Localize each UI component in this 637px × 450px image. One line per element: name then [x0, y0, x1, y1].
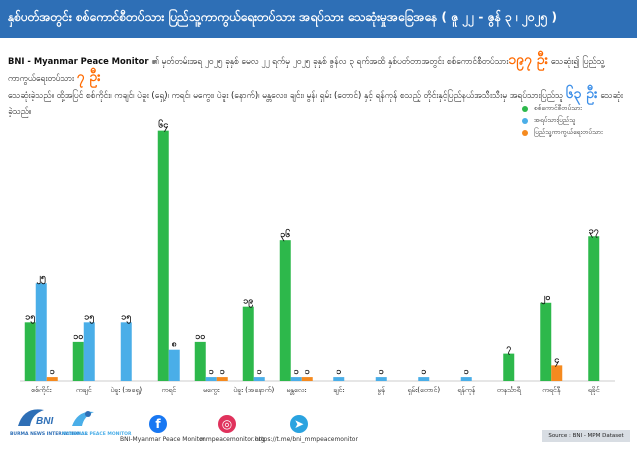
legend-item-pdf: ပြည်သူ့ကာကွယ်ရေးတပ်သား — [522, 127, 603, 139]
data-label-military-0: ၁၅ — [25, 312, 35, 324]
bar-civilian-9 — [418, 377, 430, 381]
legend-item-civilian: အရပ်သားပြည်သူ — [522, 115, 603, 127]
bar-civilian-0 — [35, 283, 47, 381]
legend-label-civilian: အရပ်သားပြည်သူ — [534, 116, 576, 124]
bar-military-0 — [24, 322, 36, 381]
data-label-civilian-2: ၁၅ — [121, 312, 131, 324]
bar-military-4 — [194, 341, 206, 381]
x-tick-label-4: မကွေး — [203, 386, 220, 395]
x-tick-label-1: ကချင် — [76, 386, 92, 395]
intro-part4: သေဆုံးခဲ့သည်။ ထို့အပြင် စစ်ကိုင်း၊ ကချင်… — [8, 90, 566, 100]
bar-pdf-12 — [551, 365, 563, 381]
data-label-civilian-5: ၁ — [257, 367, 262, 377]
x-tick-label-7: ချင်း — [333, 386, 344, 395]
data-label-military-3: ၆၄ — [158, 120, 168, 133]
telegram-icon[interactable]: ➤ — [290, 415, 308, 433]
chart-legend: စစ်ကောင်စီတပ်သား အရပ်သားပြည်သူ ပြည်သူ့ကာ… — [522, 103, 603, 139]
x-tick-label-0: စစ်ကိုင်း — [31, 386, 52, 395]
x-tick-label-6: မန္တလေး — [286, 386, 306, 395]
bar-military-1 — [72, 341, 84, 381]
bar-civilian-2 — [120, 322, 132, 381]
bni-logo-icon: BNI — [18, 409, 53, 427]
data-label-civilian-6: ၁ — [294, 367, 299, 377]
data-label-pdf-4: ၁ — [220, 367, 225, 377]
bar-civilian-8 — [375, 377, 387, 381]
mpm-logo-icon — [72, 411, 94, 426]
intro-part5: သေဆုံးခဲ့သည်။ — [8, 90, 623, 116]
intro-text: BNI - Myanmar Peace Monitor ၏ မှတ်တမ်းအရ… — [8, 52, 626, 119]
bar-civilian-7 — [333, 377, 345, 381]
facebook-label[interactable]: BNI-Myanmar Peace Monitor — [120, 436, 206, 443]
data-label-pdf-6: ၁ — [305, 367, 310, 377]
data-label-military-4: ၁၀ — [195, 332, 205, 342]
data-label-military-11: ၇ — [506, 344, 511, 356]
x-tick-label-11: တနင်္သာရီ — [497, 386, 522, 395]
bar-civilian-1 — [83, 322, 95, 381]
facebook-icon[interactable]: f — [149, 415, 167, 433]
data-label-civilian-7: ၁ — [336, 367, 341, 377]
bar-civilian-4 — [205, 377, 217, 381]
data-label-civilian-9: ၁ — [421, 367, 426, 377]
intro-part2: ၏ မှတ်တမ်းအရ ၂၀၂၅ ခုနှစ် မေလ ၂၂ ရက်မှ ၂၀… — [151, 56, 509, 66]
bni-logo-text: BURMA NEWS INTERNATIONAL — [10, 432, 88, 437]
bar-civilian-6 — [290, 377, 302, 381]
bar-civilian-5 — [253, 377, 265, 381]
data-label-civilian-0: ၂၅ — [37, 273, 46, 285]
civilian-total: ၆၃ ဦး — [565, 86, 598, 102]
x-tick-label-12: ကရင်နီ — [542, 386, 561, 395]
military-total: ၁၉၇ ဦး — [508, 52, 549, 68]
title-bar: နှစ်ပတ်အတွင်း စစ်ကောင်စီတပ်သား ပြည်သူ့ကာ… — [0, 0, 637, 38]
legend-item-military: စစ်ကောင်စီတပ်သား — [522, 103, 603, 115]
footer: BNI BURMA NEWS INTERNATIONAL MYANMAR PEA… — [0, 398, 637, 450]
intro-source: BNI - Myanmar Peace Monitor — [8, 56, 152, 66]
website-icon[interactable]: ◎ — [218, 415, 236, 433]
x-tick-label-13: ရခိုင် — [588, 386, 601, 395]
data-label-civilian-1: ၁၅ — [84, 312, 94, 324]
bar-military-5 — [242, 306, 254, 381]
bar-civilian-10 — [460, 377, 472, 381]
svg-text:BNI: BNI — [36, 416, 53, 427]
bar-military-6 — [279, 240, 291, 381]
data-label-pdf-0: ၁ — [50, 367, 55, 377]
pdf-total: ၇ ဦး — [76, 69, 101, 85]
data-label-pdf-12: ၄ — [554, 355, 559, 367]
legend-swatch-military — [522, 106, 528, 112]
website-label[interactable]: mmpeacemonitor.org — [200, 436, 265, 443]
x-tick-label-2: ပဲခူး (အရှေ့) — [110, 386, 142, 395]
bar-military-3 — [157, 130, 169, 381]
legend-label-military: စစ်ကောင်စီတပ်သား — [534, 104, 582, 112]
data-label-military-5: ၁၉ — [243, 297, 253, 309]
source-box: Source : BNI - MPM Dataset — [542, 430, 630, 442]
data-label-civilian-10: ၁ — [464, 367, 469, 377]
bar-pdf-4 — [216, 377, 228, 381]
data-label-military-12: ၂၀ — [541, 293, 550, 305]
bar-military-11 — [503, 353, 515, 381]
x-tick-label-10: ရန်ကုန် — [457, 386, 476, 395]
bar-civilian-3 — [168, 349, 180, 381]
bar-pdf-0 — [46, 377, 58, 381]
data-label-military-13: ၃၇ — [589, 226, 599, 238]
mpm-logo-text: MYANMAR PEACE MONITOR — [62, 432, 132, 437]
chart-title: နှစ်ပတ်အတွင်း စစ်ကောင်စီတပ်သား ပြည်သူ့ကာ… — [8, 10, 558, 24]
bar-military-12 — [540, 302, 552, 381]
data-label-civilian-8: ၁ — [379, 367, 384, 377]
intro-part3: သေဆုံး၍ ပြည်သူ့ကာကွယ်ရေးတပ်သား — [8, 56, 605, 83]
x-tick-label-5: ပဲခူး (အနောက်) — [233, 386, 274, 395]
x-tick-label-9: ရှမ်း(တောင်) — [407, 386, 440, 395]
telegram-label[interactable]: https://t.me/bni_mmpeacemonitor — [255, 436, 358, 443]
data-label-civilian-3: ၈ — [172, 340, 177, 350]
legend-swatch-civilian — [522, 118, 528, 124]
data-label-military-1: ၁၀ — [73, 332, 83, 342]
legend-swatch-pdf — [522, 130, 528, 136]
legend-label-pdf: ပြည်သူ့ကာကွယ်ရေးတပ်သား — [534, 128, 603, 136]
bar-military-13 — [588, 236, 600, 381]
x-tick-label-3: ကရင် — [161, 386, 176, 395]
data-label-military-6: ၃၆ — [280, 229, 290, 242]
bar-pdf-6 — [301, 377, 313, 381]
x-tick-label-8: မွန် — [377, 386, 385, 395]
data-label-civilian-4: ၁ — [209, 367, 214, 377]
